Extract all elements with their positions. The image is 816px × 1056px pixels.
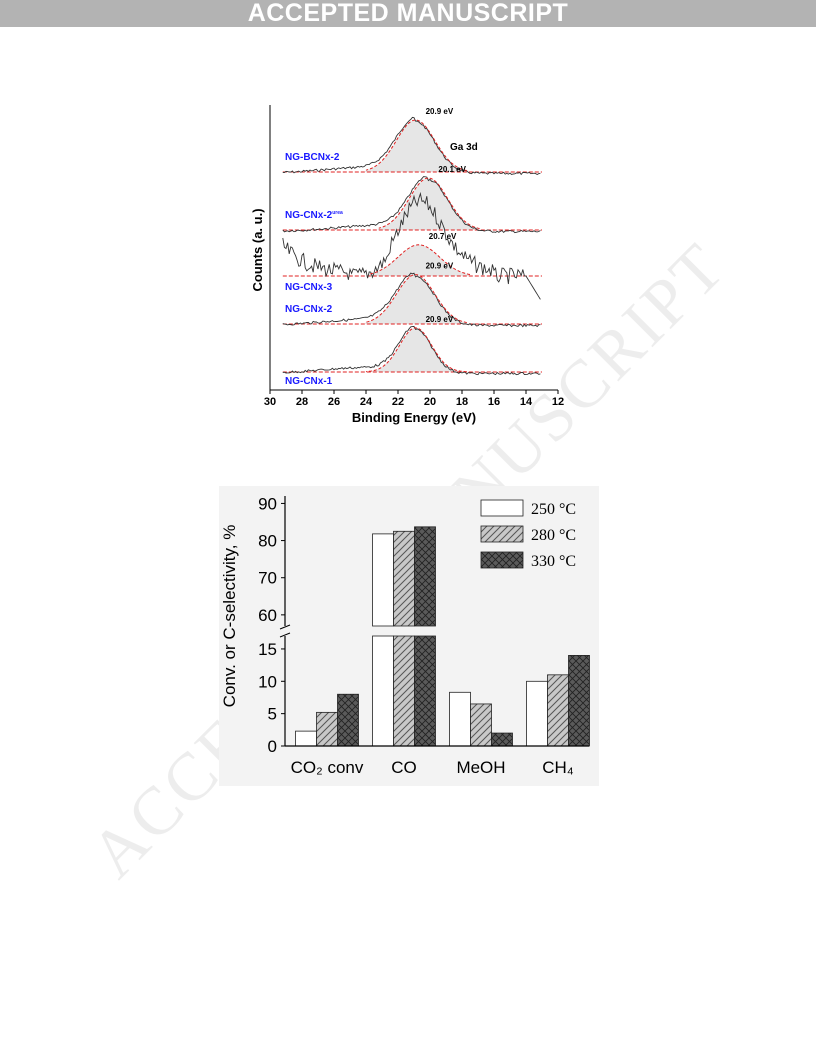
axis-break-mark: [279, 632, 291, 638]
bar-y-tick-label: 90: [258, 494, 277, 513]
xps-annotation-ga3d: Ga 3d: [450, 142, 478, 153]
xps-x-tick-label: 28: [296, 396, 308, 408]
bar: [491, 732, 513, 747]
xps-series-name: NG-CNx-2: [285, 304, 333, 315]
xps-spectrum-line: [282, 325, 541, 376]
xps-peak-label: 20.9 eV: [426, 107, 454, 116]
xps-peak-label: 20.9 eV: [426, 315, 454, 324]
bar-y-tick-label: 60: [258, 606, 277, 625]
xps-x-tick-label: 26: [328, 396, 340, 408]
xps-x-tick-label: 12: [552, 396, 564, 408]
xps-series-name: NG-CNx-2urea: [285, 210, 343, 221]
legend-swatch: [480, 551, 524, 569]
xps-spectrum-line: [282, 176, 541, 234]
bar-y-tick-label: 10: [258, 672, 277, 691]
legend-swatch: [480, 499, 524, 517]
xps-x-tick-label: 14: [520, 396, 533, 408]
xps-x-tick-label: 22: [392, 396, 404, 408]
bar-category-label: CH₄: [542, 758, 574, 777]
xps-series-name: NG-BCNx-2: [285, 152, 340, 163]
bar: [526, 680, 548, 747]
xps-fit-curve: [365, 327, 467, 373]
xps-fit-curve: [378, 177, 480, 229]
bar-lower-segment: [414, 635, 436, 747]
xps-x-tick-label: 30: [264, 396, 276, 408]
accepted-manuscript-banner: ACCEPTED MANUSCRIPT: [0, 0, 816, 27]
xps-x-tick-label: 24: [360, 396, 373, 408]
bar-y-tick-label: 15: [258, 640, 277, 659]
bar-y-tick-label: 80: [258, 532, 277, 551]
xps-peak-area: [364, 327, 467, 372]
xps-fit-curve: [365, 274, 467, 324]
bar-category-label: CO₂ conv: [291, 758, 364, 777]
bar-category-label: MeOH: [456, 758, 505, 777]
xps-spectrum-line: [282, 191, 541, 300]
xps-peak-label: 20.7 eV: [429, 232, 457, 241]
xps-series-name: NG-CNx-1: [285, 376, 333, 387]
xps-x-axis-label: Binding Energy (eV): [352, 410, 476, 425]
xps-peak-area: [364, 274, 467, 324]
bar-y-tick-label: 0: [268, 737, 277, 756]
legend-label: 330 °C: [531, 553, 576, 570]
xps-peak-area: [377, 178, 480, 230]
bar: [547, 674, 569, 747]
bar: [295, 730, 317, 747]
xps-peak-area: [367, 244, 470, 276]
bar: [568, 655, 590, 747]
xps-fit-curve: [369, 244, 471, 275]
legend-label: 280 °C: [531, 527, 576, 544]
xps-peak-label: 20.9 eV: [426, 262, 454, 271]
axis-break-mark: [279, 624, 291, 630]
axis-break-gap: [286, 627, 590, 635]
xps-x-tick-label: 18: [456, 396, 468, 408]
xps-x-tick-label: 20: [424, 396, 436, 408]
bar-y-axis-label: Conv. or C-selectivity, %: [220, 525, 239, 708]
bar-y-tick-label: 70: [258, 569, 277, 588]
bar: [337, 693, 359, 747]
bar-upper-segment: [372, 533, 394, 627]
legend-label: 250 °C: [531, 501, 576, 518]
legend-swatch: [480, 525, 524, 543]
xps-chart: 30 28 26 24 22 20 18 16 14 12 Binding Energy (eV)…: [250, 105, 564, 425]
bar: [449, 691, 471, 747]
xps-peak-area: [364, 120, 467, 172]
bar-lower-segment: [372, 635, 394, 747]
xps-x-ticks: 30 28 26 24 22 20 18 16 14 12: [264, 390, 564, 408]
bar-legend: 250 °C 280 °C 330 °C: [480, 499, 576, 570]
bar-y-tick-label: 5: [268, 705, 277, 724]
bar-upper-segment: [414, 526, 436, 627]
bar-chart-axes: 60 70 80 90 0 5 10 15 CO₂ conv CO MeOH CH₄: [258, 494, 589, 777]
xps-peak-label: 20.1 eV: [438, 165, 466, 174]
xps-fit-curve: [365, 119, 467, 171]
bar-category-label: CO: [391, 758, 417, 777]
xps-y-axis-label: Counts (a. u.): [250, 208, 265, 291]
xps-series-name: NG-CNx-3: [285, 282, 333, 293]
bar-lower-segment: [393, 635, 415, 747]
xps-spectrum-line: [282, 116, 541, 176]
bar: [316, 711, 338, 747]
bar: [470, 703, 492, 747]
xps-spectrum-line: [282, 272, 541, 328]
bar-upper-segment: [393, 530, 415, 627]
conversion-bar-chart: 60 70 80 90 0 5 10 15 CO₂ conv CO MeOH CH₄ 250 °C 28…: [219, 486, 599, 786]
xps-x-tick-label: 16: [488, 396, 500, 408]
